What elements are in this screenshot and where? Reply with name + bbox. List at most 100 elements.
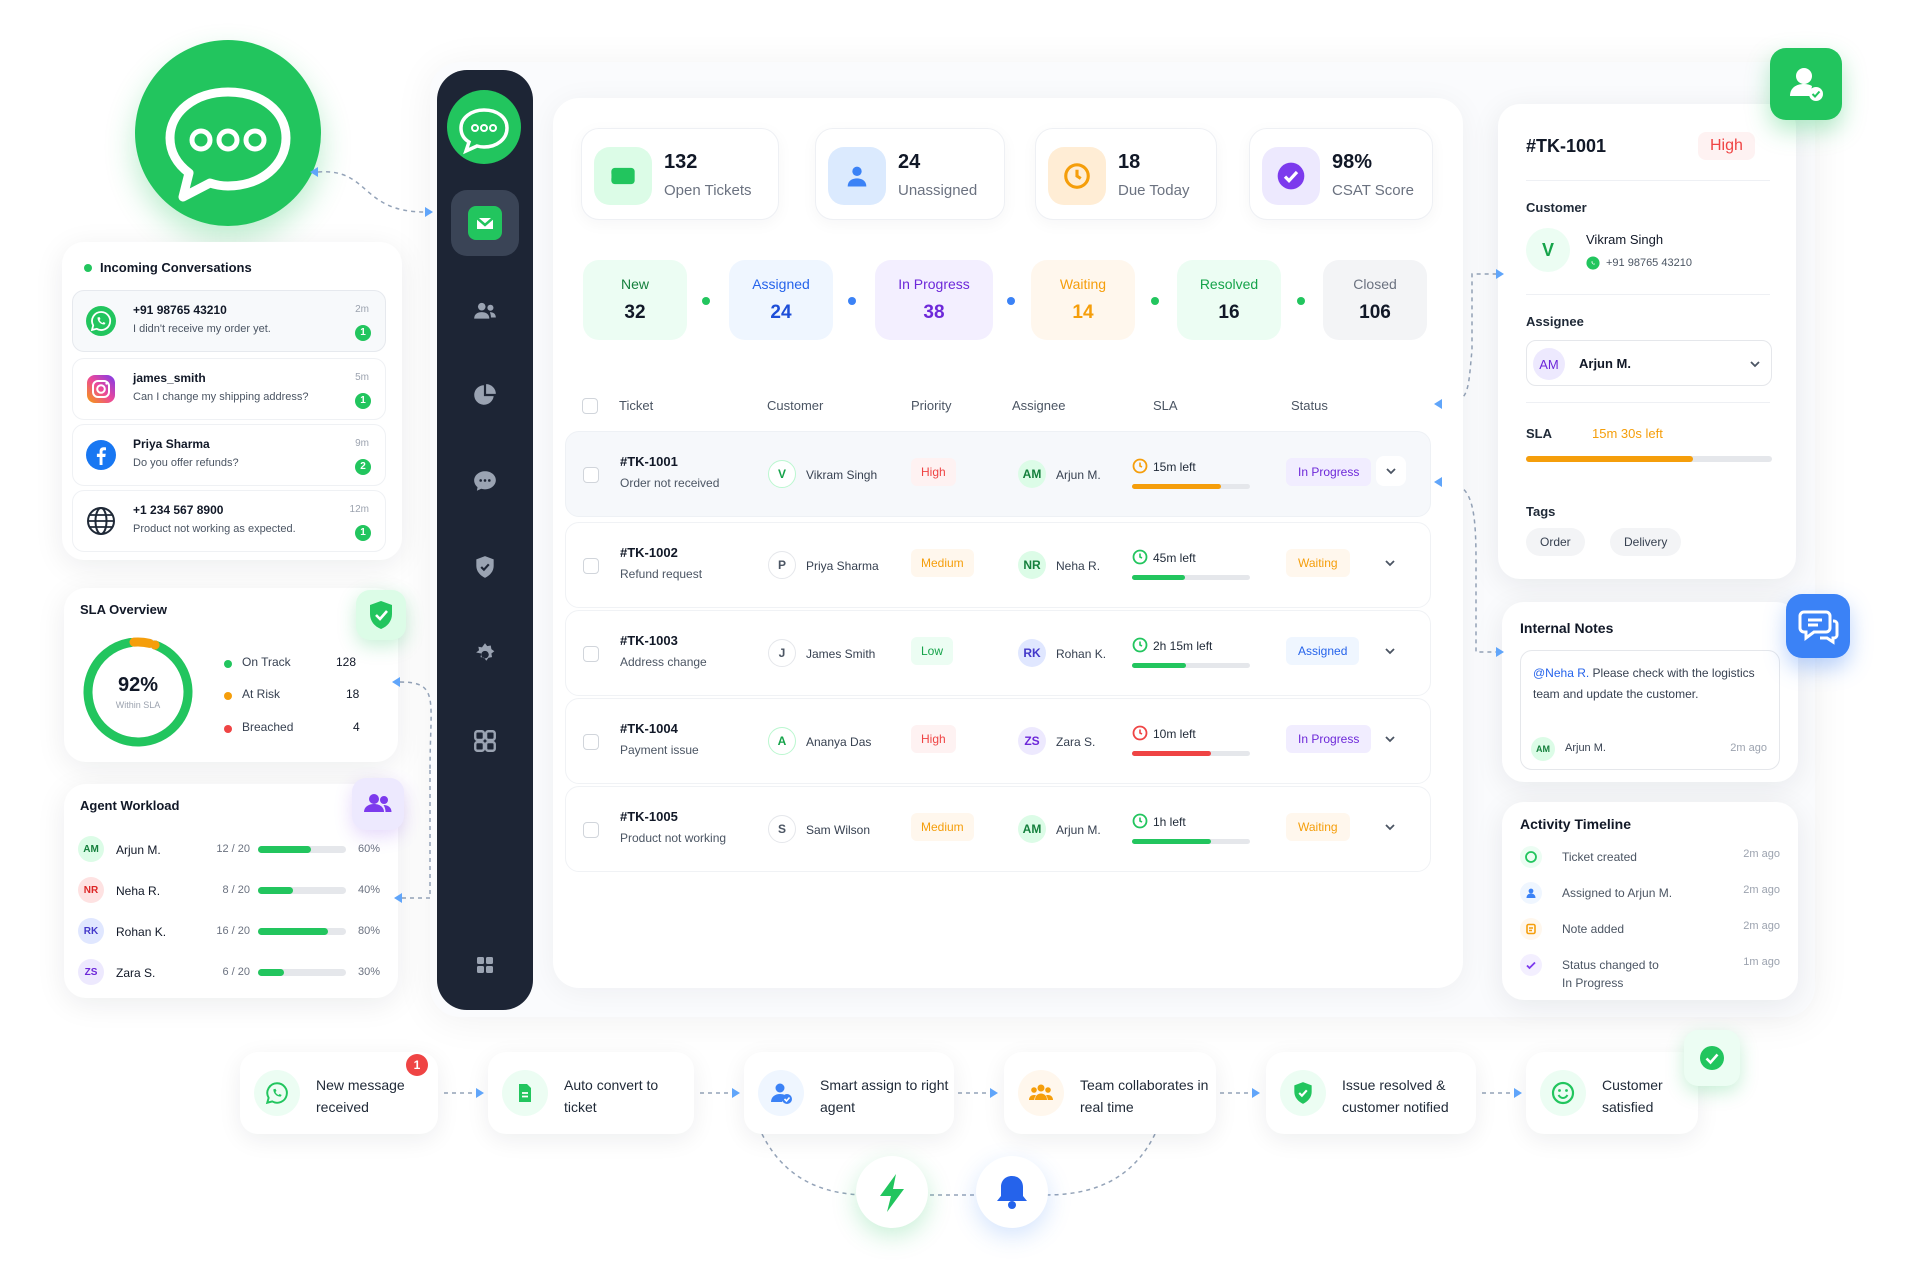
flow-step-new-message: New message received 1	[240, 1052, 438, 1134]
pipeline-count: 24	[770, 302, 792, 323]
chevron-down-icon[interactable]	[1384, 733, 1396, 745]
status-badge[interactable]: Waiting	[1286, 813, 1350, 841]
reports-pie-icon[interactable]	[468, 378, 502, 412]
brand-logo-icon[interactable]	[447, 90, 521, 164]
table-row[interactable]: #TK-1003 Address change J James Smith Lo…	[565, 610, 1431, 696]
stat-csat[interactable]: 98% CSAT Score	[1249, 128, 1433, 220]
conversation-time: 9m	[355, 438, 369, 449]
conversation-item[interactable]: james_smith Can I change my shipping add…	[72, 358, 386, 420]
tag-chip[interactable]: Order	[1526, 528, 1585, 556]
activity-timeline-panel: Activity Timeline Ticket created 2m ago …	[1502, 802, 1798, 1000]
agent-row[interactable]: AM Arjun M. 12 / 20 60%	[78, 836, 381, 864]
team-users-icon	[352, 778, 404, 830]
note-card[interactable]: @Neha R. Please check with the logistics…	[1520, 650, 1780, 770]
column-header-customer[interactable]: Customer	[767, 398, 824, 413]
column-header-assignee[interactable]: Assignee	[1012, 398, 1066, 413]
row-checkbox[interactable]	[583, 822, 599, 838]
row-dropdown-button[interactable]	[1376, 456, 1406, 486]
status-check-icon	[1520, 954, 1542, 976]
chevron-down-icon[interactable]	[1384, 557, 1396, 569]
notification-bell-icon	[976, 1156, 1048, 1228]
chat-bubble-icon[interactable]	[468, 464, 502, 498]
chevron-down-icon[interactable]	[1384, 821, 1396, 833]
ticket-icon	[594, 147, 652, 205]
flow-step-text: Smart assign to right agent	[820, 1077, 949, 1115]
agent-row[interactable]: RK Rohan K. 16 / 20 80%	[78, 918, 380, 946]
column-header-sla[interactable]: SLA	[1153, 398, 1178, 413]
sla-progress-bar	[1132, 839, 1250, 844]
divider	[1526, 180, 1770, 181]
sla-progress-bar	[1132, 484, 1250, 489]
legend-value: 4	[353, 720, 360, 734]
document-icon	[502, 1070, 548, 1116]
timeline-event: Note added 2m ago	[1520, 916, 1780, 950]
conversation-item[interactable]: +91 98765 43210 I didn't receive my orde…	[72, 290, 386, 352]
table-row[interactable]: #TK-1004 Payment issue A Ananya Das High…	[565, 698, 1431, 784]
table-row[interactable]: #TK-1005 Product not working S Sam Wilso…	[565, 786, 1431, 872]
tag-chip[interactable]: Delivery	[1610, 528, 1682, 556]
more-menu-icon[interactable]	[468, 948, 502, 982]
stat-label: Unassigned	[898, 182, 978, 199]
chevron-down-icon[interactable]	[1384, 645, 1396, 657]
column-header-ticket[interactable]: Ticket	[619, 398, 654, 413]
legend-label: On Track	[242, 655, 291, 669]
column-header-status[interactable]: Status	[1291, 398, 1328, 413]
pipeline-waiting[interactable]: Waiting 14	[1031, 260, 1135, 340]
detail-priority-badge[interactable]: High	[1698, 132, 1755, 160]
select-all-checkbox[interactable]	[582, 398, 598, 414]
stat-unassigned[interactable]: 24 Unassigned	[815, 128, 1005, 220]
assignee-name: Neha R.	[1056, 559, 1101, 573]
status-badge[interactable]: In Progress	[1286, 458, 1372, 486]
assigned-user-icon	[1520, 882, 1542, 904]
status-badge[interactable]: Assigned	[1286, 637, 1360, 665]
instagram-icon	[87, 375, 115, 403]
settings-gear-icon[interactable]	[468, 636, 502, 670]
row-checkbox[interactable]	[583, 558, 599, 574]
pipeline-new[interactable]: New 32	[583, 260, 687, 340]
legend-value: 18	[346, 687, 360, 701]
assignee-select[interactable]: AM Arjun M.	[1526, 340, 1772, 386]
row-checkbox[interactable]	[583, 467, 599, 483]
status-badge[interactable]: Waiting	[1286, 549, 1350, 577]
apps-grid-icon[interactable]	[468, 724, 502, 758]
column-header-priority[interactable]: Priority	[911, 398, 952, 413]
status-badge[interactable]: In Progress	[1286, 725, 1372, 753]
customer-avatar: V	[768, 460, 796, 488]
pipeline-assigned[interactable]: Assigned 24	[729, 260, 833, 340]
row-checkbox[interactable]	[583, 646, 599, 662]
conversation-item[interactable]: Priya Sharma Do you offer refunds? 9m 2	[72, 424, 386, 486]
unread-badge: 1	[355, 325, 371, 341]
assign-user-icon[interactable]	[1770, 48, 1842, 120]
team-icon[interactable]	[468, 294, 502, 328]
agent-row[interactable]: NR Neha R. 8 / 20 40%	[78, 877, 380, 905]
agent-row[interactable]: ZS Zara S. 6 / 20 30%	[78, 959, 380, 987]
chat-reply-icon[interactable]	[1786, 594, 1850, 658]
conversation-preview: Product not working as expected.	[133, 523, 296, 535]
shield-icon[interactable]	[468, 550, 502, 584]
stat-open-tickets[interactable]: 132 Open Tickets	[581, 128, 779, 220]
assignee-avatar: RK	[1018, 639, 1046, 667]
table-row[interactable]: #TK-1002 Refund request P Priya Sharma M…	[565, 522, 1431, 608]
whatsapp-icon	[1586, 256, 1600, 270]
pipeline-in-progress[interactable]: In Progress 38	[875, 260, 993, 340]
pipeline-closed[interactable]: Closed 106	[1323, 260, 1427, 340]
ticket-id: #TK-1003	[620, 633, 678, 648]
shield-check-icon	[1280, 1070, 1326, 1116]
stat-due-today[interactable]: 18 Due Today	[1035, 128, 1217, 220]
pipeline-connector	[1007, 297, 1015, 305]
assignee-avatar: ZS	[1018, 727, 1046, 755]
agent-count: 8 / 20	[222, 884, 250, 896]
assignee-name: Arjun M.	[1056, 823, 1101, 837]
agent-avatar: RK	[78, 918, 104, 944]
row-checkbox[interactable]	[583, 734, 599, 750]
assignee-label: Assignee	[1526, 314, 1584, 329]
stat-value: 18	[1118, 151, 1141, 173]
table-row[interactable]: #TK-1001 Order not received V Vikram Sin…	[565, 431, 1431, 517]
note-mention[interactable]: @Neha R.	[1533, 666, 1590, 680]
pipeline-resolved[interactable]: Resolved 16	[1177, 260, 1281, 340]
conversation-item[interactable]: +1 234 567 8900 Product not working as e…	[72, 490, 386, 552]
nav-inbox[interactable]	[451, 190, 519, 256]
timeline-event: Ticket created 2m ago	[1520, 844, 1780, 878]
timer-icon	[1132, 813, 1148, 829]
agent-percent: 60%	[358, 843, 381, 855]
